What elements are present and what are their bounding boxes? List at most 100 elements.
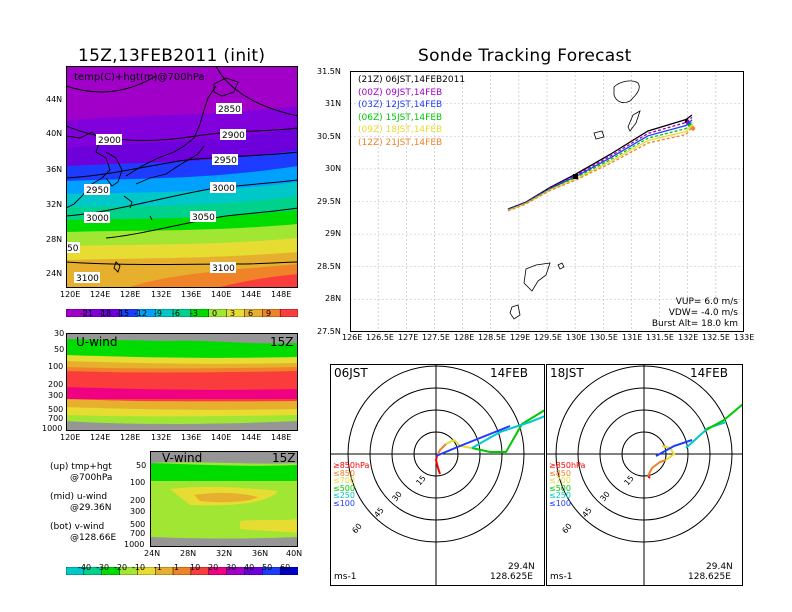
legend-label: 12JST,14FEB: [385, 100, 443, 110]
sonde-track: [507, 114, 693, 210]
temp-colorbar-label: 3: [230, 309, 236, 318]
hodo-trace-yellow: [661, 445, 676, 461]
sonde-endpoint: [690, 126, 696, 131]
uwind-lon-tick: 128E: [120, 433, 141, 442]
hodo1-lat: 29.4N: [508, 562, 535, 572]
hodo2-lat: 29.4N: [706, 562, 733, 572]
sonde-track: [507, 119, 693, 211]
vwind-lat-tick: 32N: [216, 549, 233, 558]
vwind-p-tick: 300: [130, 507, 146, 516]
vwind-p-tick: 50: [136, 461, 147, 470]
hodo2-unit: ms-1: [550, 572, 573, 582]
uwind-p-tick: 50: [54, 345, 65, 354]
uwind-time: 15Z: [270, 335, 294, 349]
wind-colorbar-label: 30: [226, 563, 237, 572]
hodo-level: ≤850: [333, 468, 355, 478]
sonde-params: VUP= 6.0 m/s VDW= -4.0 m/s Burst Alt= 18…: [632, 297, 738, 330]
track-lon-tick: 129.5E: [534, 333, 562, 342]
hodo-level: ≤100: [549, 498, 571, 508]
coastline-amami: [523, 262, 551, 292]
map-lon-tick: 136E: [181, 290, 202, 299]
wind-colorbar-label: -20: [114, 563, 128, 572]
sonde-track: [507, 124, 693, 212]
map-lon-tick: 128E: [120, 290, 141, 299]
map-lon-tick: 140E: [211, 290, 232, 299]
note-text: @128.66E: [70, 533, 117, 543]
hodo-level: ≤500: [549, 483, 571, 493]
sonde-track: [507, 121, 693, 211]
hodo-level: ≤250: [549, 491, 571, 500]
track-lon-tick: 132.5E: [702, 333, 730, 342]
hodo1-lon: 128.625E: [490, 572, 533, 582]
wind-colorbar-label: -40: [78, 563, 92, 572]
map-lat-tick: 36N: [46, 165, 63, 174]
track-lon-tick: 133E: [734, 333, 755, 342]
track-lat-tick: 28.5N: [317, 262, 341, 271]
sonde-track: [507, 116, 693, 211]
coastline-kyushu: [613, 80, 640, 103]
hodo-trace-yellow: [445, 438, 473, 449]
vwind-lat-tick: 36N: [252, 549, 269, 558]
vwind-panel: [150, 451, 298, 547]
uwind-p-tick: 100: [48, 362, 64, 371]
note-text: @700hPa: [70, 473, 113, 483]
hodo-trace-cyan: [471, 415, 545, 449]
vwind-p-tick: 500: [130, 520, 146, 529]
uwind-lon-tick: 144E: [241, 433, 262, 442]
contour-label: 3000: [86, 214, 109, 224]
map-field-label: temp(C)+hgt(m)@700hPa: [74, 72, 205, 83]
vwind-p-tick: 200: [130, 496, 146, 505]
uwind-p-tick: 700: [48, 414, 64, 423]
temp-colorbar-label: -12: [134, 309, 148, 318]
track-lon-tick: 130E: [566, 333, 587, 342]
wind-colorbar-label: 1: [174, 563, 180, 572]
wind-colorbar-label: 60: [280, 563, 291, 572]
hodo-level: ≤700: [333, 476, 355, 485]
contour-label: 2850: [218, 105, 241, 115]
map-lat-tick: 28N: [46, 235, 63, 244]
map-lat-tick: 24N: [46, 269, 63, 278]
uwind-lon-tick: 124E: [90, 433, 111, 442]
track-lon-tick: 130.5E: [590, 333, 618, 342]
hodo-trace-green: [471, 409, 545, 453]
hodo-level: ≥850hPa: [549, 461, 586, 470]
height-contour-2850: [215, 66, 298, 117]
contour-label: 2900: [98, 136, 121, 146]
coastline-tanegashima: [627, 110, 641, 132]
contour-label: 2950: [214, 156, 237, 166]
track-lon-tick: 127E: [398, 333, 419, 342]
legend-label: 18JST,14FEB: [385, 125, 443, 135]
temp-colorbar-label: 9: [266, 309, 272, 318]
map-lat-tick: 44N: [46, 95, 63, 104]
track-lat-tick: 30N: [325, 164, 342, 173]
hodo-trace-cyan: [685, 421, 727, 449]
legend-code: (06Z): [358, 112, 383, 123]
uwind-lon-tick: 120E: [60, 433, 81, 442]
hodo1-unit: ms-1: [334, 572, 357, 582]
coastline-korea: [105, 151, 123, 187]
height-contour-3050: [105, 207, 298, 239]
track-lon-tick: 126.5E: [366, 333, 394, 342]
uwind-lon-tick: 148E: [271, 433, 292, 442]
uwind-p-tick: 1000: [42, 424, 63, 433]
note-bottom: (bot) v-wind @128.66E: [50, 522, 116, 544]
coastline-okinawa: [509, 304, 521, 320]
hodo-trace-blue: [435, 425, 511, 457]
coastline-small-island: [557, 262, 565, 270]
hodograph-06jst-panel: [330, 364, 545, 586]
track-lat-tick: 27.5N: [317, 327, 341, 336]
wind-colorbar-label: -1: [154, 563, 162, 572]
hodo-trace-red: [434, 455, 441, 475]
contour-labels: 2850 2900 2900 2950 2950 3000 3000 3050 …: [66, 103, 246, 284]
temp-colorbar-label: 0: [212, 309, 218, 318]
temperature-map-panel: 2850 2900 2900 2950 2950 3000 3000 3050 …: [66, 66, 298, 288]
track-lat-tick: 31.5N: [317, 67, 341, 76]
vwind-p-tick: 1000: [124, 540, 145, 549]
map-lon-tick: 148E: [271, 290, 292, 299]
wind-colorbar-label: 10: [190, 563, 201, 572]
contour-label: 3050: [192, 213, 215, 223]
coastline-japan: [125, 77, 239, 185]
note-text: (mid) u-wind: [50, 492, 108, 502]
hodo-trace-orange: [647, 459, 667, 477]
vwind-label: V-wind: [162, 451, 203, 465]
